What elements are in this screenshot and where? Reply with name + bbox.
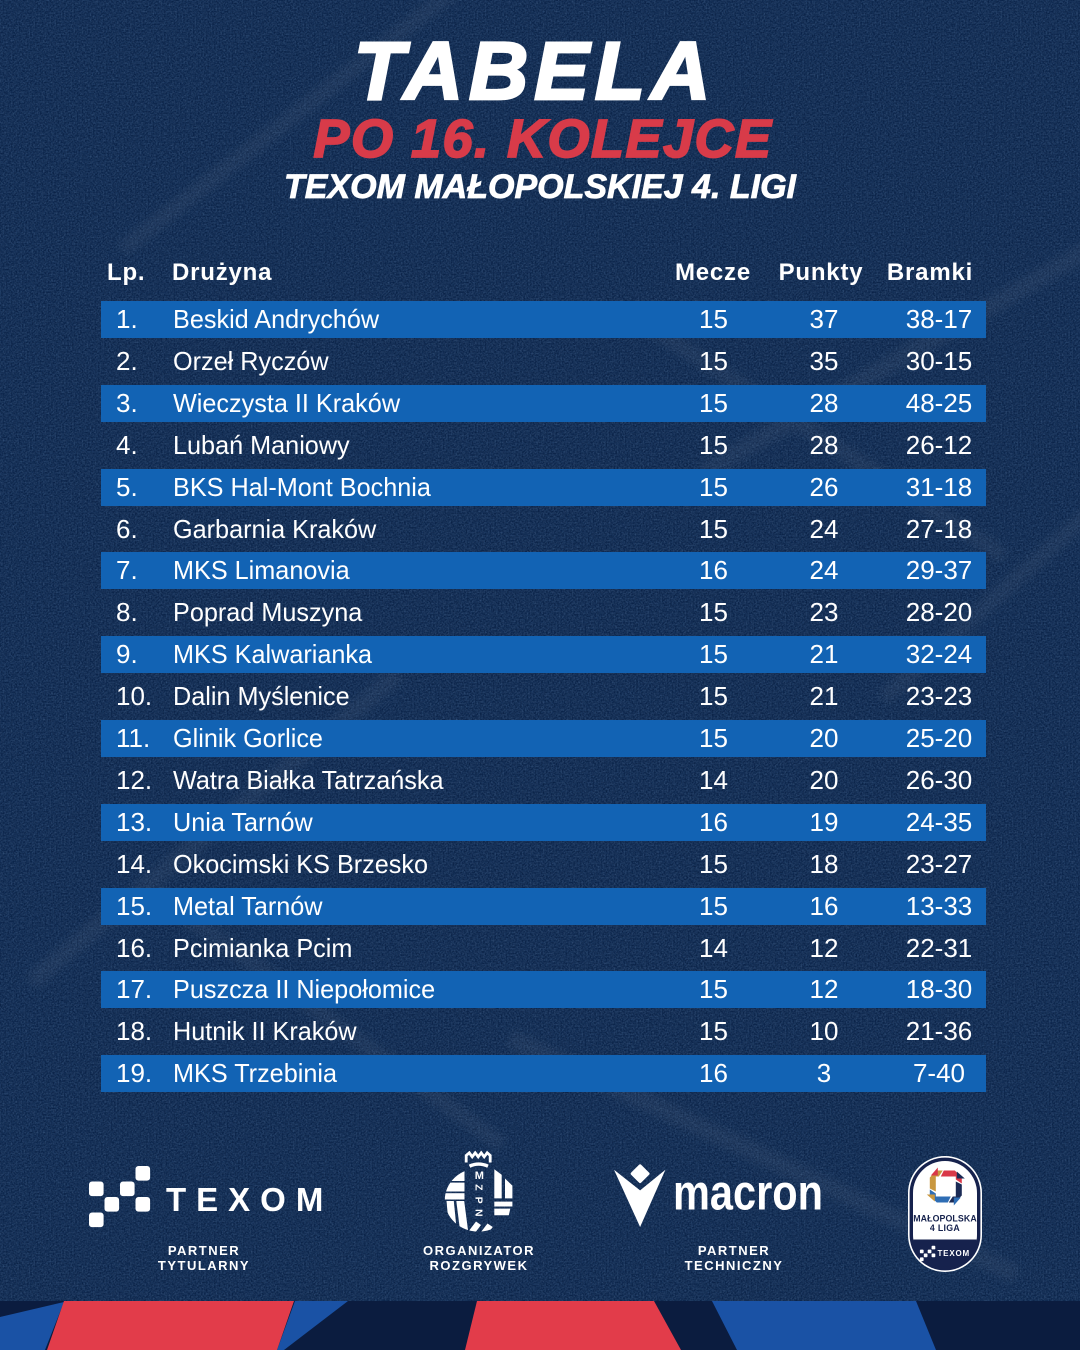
svg-text:M: M [475,1170,484,1182]
svg-text:P: P [473,1197,485,1204]
svg-text:N: N [473,1209,485,1217]
svg-text:MAŁOPOLSKA: MAŁOPOLSKA [913,1213,977,1223]
svg-text:TEXOM: TEXOM [938,1249,970,1258]
svg-text:4 LIGA: 4 LIGA [930,1223,960,1233]
svg-text:macron: macron [673,1165,823,1221]
svg-text:Z: Z [473,1184,485,1191]
svg-text:TEXOM: TEXOM [166,1181,333,1218]
